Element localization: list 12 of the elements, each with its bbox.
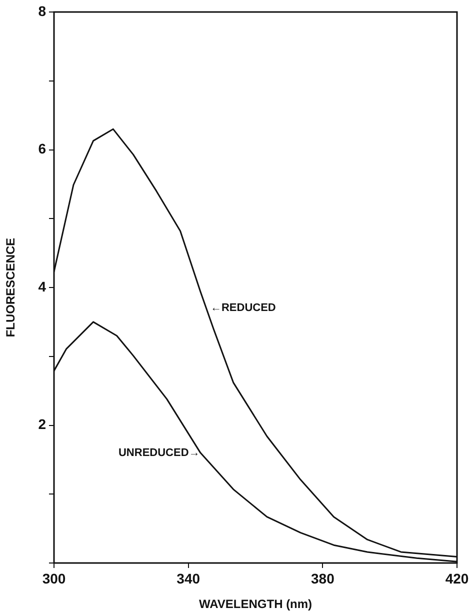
x-tick-label: 380 [310, 570, 335, 586]
y-tick-label: 6 [38, 140, 46, 157]
y-tick-label: 8 [38, 2, 46, 19]
y-axis-title: FLUORESCENCE [4, 238, 18, 338]
annotation: UNREDUCED→ [118, 446, 200, 459]
annotation: ←REDUCED [210, 302, 276, 314]
x-tick-label: 300 [42, 570, 66, 586]
x-tick-label: 340 [176, 570, 200, 586]
x-tick-label: 420 [445, 570, 469, 586]
x-axis-title: WAVELENGTH (nm) [198, 597, 312, 612]
y-tick-label: 4 [38, 278, 46, 294]
y-tick-label: 2 [38, 416, 46, 432]
